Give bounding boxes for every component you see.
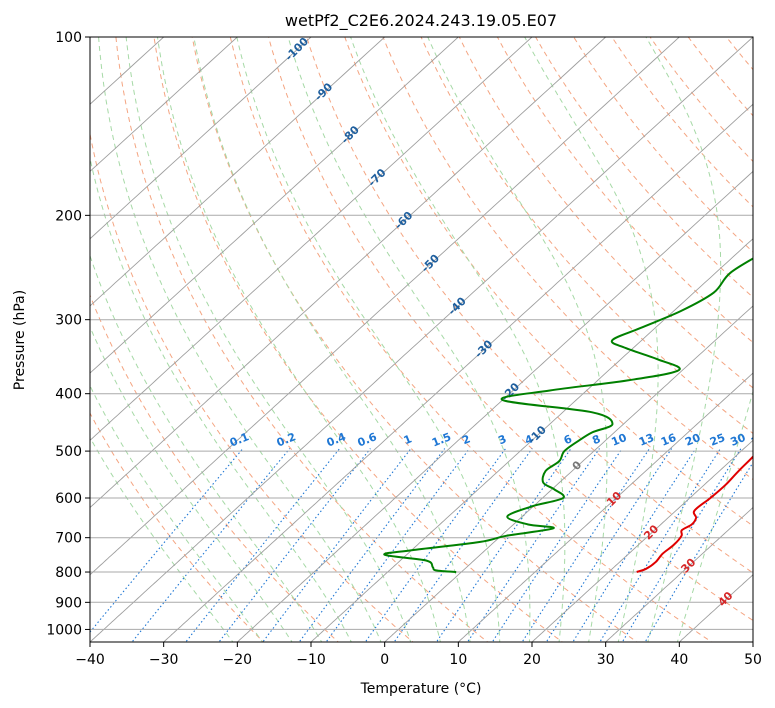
mixing-ratio-line	[393, 448, 533, 642]
dry-adiabat-line	[153, 37, 564, 642]
moist-adiabat-line	[350, 37, 566, 642]
isotherm-line	[90, 37, 680, 576]
moist-adiabat-line	[193, 37, 471, 642]
mixing-ratio-line	[435, 448, 572, 642]
sounding-series	[383, 257, 753, 573]
mixing-ratio-label: 20	[683, 431, 702, 449]
dry-adiabat-line	[306, 37, 753, 574]
x-tick-label: −40	[75, 652, 105, 668]
mixing-ratio-line	[545, 448, 673, 642]
mixing-ratio-line	[298, 448, 446, 642]
y-tick-label: 600	[55, 491, 82, 507]
mixing-ratio-label: 2	[460, 432, 472, 447]
x-axis: −40 −30 −20 −10 0 10 20 30 40 50	[75, 642, 762, 668]
moist-adiabat-line	[287, 37, 531, 642]
dry-adiabat-line	[90, 293, 339, 642]
isotherm-line	[90, 37, 607, 509]
x-tick-label: −20	[223, 652, 253, 668]
moist-adiabat-line	[90, 325, 293, 642]
x-tick-label: 30	[597, 652, 615, 668]
dry-adiabat-line	[344, 37, 753, 527]
mixing-ratio-line	[599, 448, 721, 642]
moist-adiabat-line	[90, 436, 234, 642]
x-tick-label: −30	[149, 652, 179, 668]
y-axis-title: Pressure (hPa)	[12, 290, 28, 390]
mixing-ratio-line	[218, 448, 371, 642]
chart-title: wetPf2_C2E6.2024.243.19.05.E07	[285, 11, 557, 31]
isotherm-line	[90, 37, 533, 441]
mixing-ratio-label: 36	[749, 431, 768, 449]
y-tick-label: 700	[55, 531, 82, 547]
mixing-ratio-label: 8	[590, 432, 602, 447]
plot-frame	[89, 36, 754, 643]
isotherm-line	[90, 37, 459, 374]
y-tick-label: 900	[55, 595, 82, 611]
moist-adiabat-line	[156, 37, 441, 642]
moist-adiabat-line	[524, 37, 659, 642]
x-tick-label: 0	[380, 652, 389, 668]
mixing-ratio-line	[90, 448, 244, 633]
y-tick-label: 800	[55, 565, 82, 581]
y-tick-label: 500	[55, 444, 82, 460]
moist-adiabat-line	[427, 37, 608, 642]
y-tick-label: 100	[55, 30, 82, 46]
dry-adiabat-line	[496, 37, 753, 344]
mixing-ratio-label: 13	[637, 431, 656, 449]
mixing-ratio-line	[572, 448, 697, 642]
x-tick-label: −10	[296, 652, 326, 668]
y-tick-label: 400	[55, 387, 82, 403]
mixing-ratio-label: 16	[659, 431, 678, 449]
y-tick-label: 300	[55, 313, 82, 329]
temperature-line	[636, 455, 753, 573]
mixing-ratio-label: 1	[402, 432, 414, 447]
mixing-ratio-line	[185, 448, 341, 642]
background-lines	[90, 37, 753, 642]
moist-adiabat-line	[90, 384, 264, 642]
y-tick-label: 1000	[46, 622, 82, 638]
moist-adiabat-line	[90, 254, 323, 642]
x-tick-label: 10	[449, 652, 467, 668]
mixing-ratio-label: 3	[496, 432, 508, 447]
x-tick-label: 20	[523, 652, 541, 668]
mixing-ratio-line	[621, 448, 742, 642]
y-tick-label: 200	[55, 208, 82, 224]
mixing-ratio-label: 10	[610, 431, 629, 449]
dewpoint-line	[383, 257, 753, 573]
mixing-ratio-label: 25	[708, 431, 727, 449]
dry-adiabat-line	[267, 37, 753, 622]
isotherm-line	[90, 37, 386, 307]
x-tick-label: 50	[744, 652, 762, 668]
mixing-ratio-line	[364, 448, 507, 642]
mixing-ratio-label: 30	[728, 431, 747, 449]
moist-adiabat-line	[676, 389, 753, 642]
moist-adiabat-line	[645, 37, 722, 642]
y-axis: 1000 900 800 700 600 500 400 300 200 100	[46, 30, 90, 638]
mixing-ratio-line	[491, 448, 623, 642]
x-tick-label: 40	[670, 652, 688, 668]
x-axis-title: Temperature (°C)	[360, 681, 482, 697]
dry-adiabat-line	[458, 37, 753, 389]
mixing-ratio-line	[521, 448, 650, 642]
